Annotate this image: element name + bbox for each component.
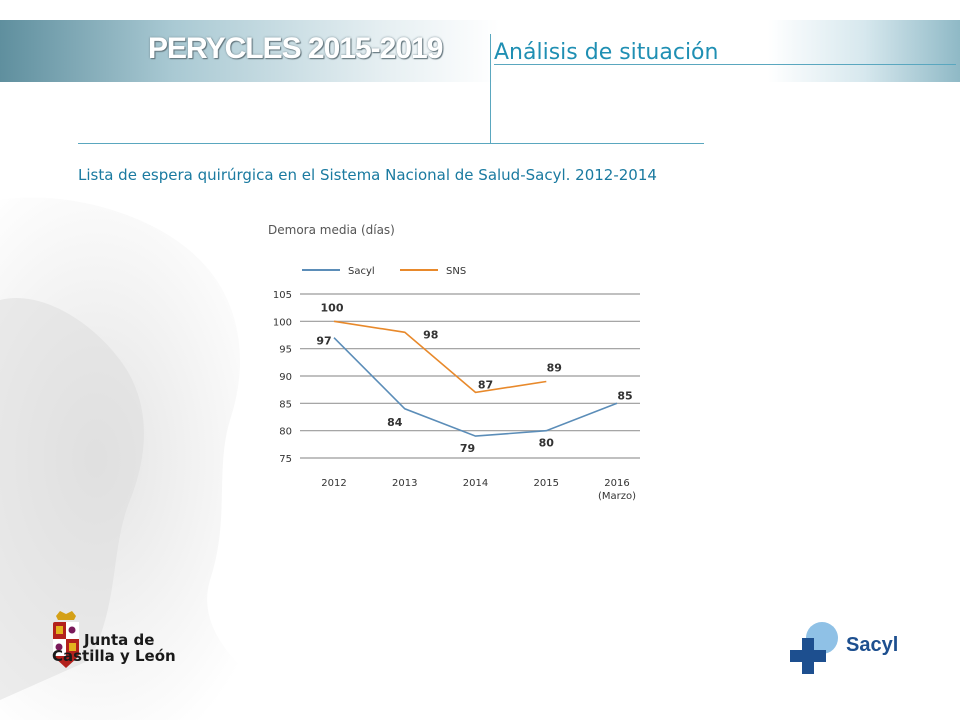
logo-text-line1: Junta de	[84, 631, 155, 649]
y-tick-label: 95	[279, 345, 292, 356]
y-tick-label: 90	[279, 372, 292, 383]
section-title: Análisis de situación	[494, 40, 719, 65]
x-tick-label: (Marzo)	[598, 491, 636, 502]
series-line-sns	[333, 320, 547, 394]
header-banner	[0, 20, 960, 82]
sacyl-logo: Sacyl	[788, 620, 918, 680]
legend-label-sns: SNS	[446, 266, 466, 277]
header-vertical-divider	[490, 34, 491, 144]
x-tick-label: 2013	[392, 478, 417, 489]
data-label-sns: 89	[547, 361, 562, 374]
chart-container: Demora media (días) Sacyl SNS 75 80 85 90 95 100…	[262, 214, 662, 514]
y-tick-label: 85	[279, 399, 292, 410]
junta-castilla-leon-logo: Junta de Castilla y León	[50, 610, 180, 680]
data-label-sacyl: 97	[316, 335, 331, 348]
legend-label-sacyl: Sacyl	[348, 266, 375, 277]
brand-title: PERYCLES 2015-2019	[148, 32, 443, 65]
x-tick-label: 2012	[321, 478, 346, 489]
sacyl-logo-text: Sacyl	[846, 634, 899, 656]
data-label-sns: 98	[423, 328, 438, 341]
title-underline	[494, 64, 956, 65]
x-tick-label: 2016	[604, 478, 629, 489]
line-chart: Demora media (días) Sacyl SNS 75 80 85 90 95 100…	[268, 223, 640, 502]
sacyl-cross-icon	[790, 622, 838, 674]
series-line-sacyl	[333, 337, 618, 437]
header-horizontal-rule	[78, 143, 704, 144]
x-tick-label: 2014	[463, 478, 488, 489]
data-label-sns: 100	[321, 301, 344, 314]
data-label-sacyl: 79	[460, 442, 475, 455]
slide-subtitle: Lista de espera quirúrgica en el Sistema…	[78, 166, 657, 184]
logo-text-line2: Castilla y León	[52, 647, 176, 665]
x-tick-label: 2015	[534, 478, 559, 489]
chart-title: Demora media (días)	[268, 223, 395, 237]
coat-of-arms-icon	[53, 611, 79, 668]
y-tick-label: 80	[279, 427, 292, 438]
data-label-sacyl: 80	[539, 437, 555, 450]
y-tick-label: 105	[273, 290, 292, 301]
data-label-sns: 87	[478, 378, 493, 391]
y-tick-label: 75	[279, 454, 292, 465]
y-tick-label: 100	[273, 317, 292, 328]
data-label-sacyl: 85	[617, 389, 632, 402]
data-label-sacyl: 84	[387, 416, 403, 429]
